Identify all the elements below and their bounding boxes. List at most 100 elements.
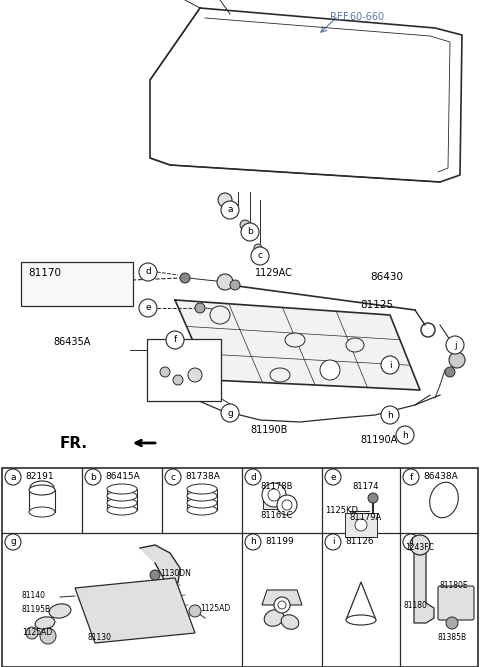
Text: 81126: 81126 bbox=[345, 537, 373, 546]
Text: a: a bbox=[10, 472, 16, 482]
Circle shape bbox=[221, 404, 239, 422]
Circle shape bbox=[240, 220, 250, 230]
Circle shape bbox=[230, 280, 240, 290]
Bar bbox=[29, 490, 55, 512]
Circle shape bbox=[445, 367, 455, 377]
Circle shape bbox=[241, 223, 259, 241]
Text: i: i bbox=[332, 538, 334, 546]
Ellipse shape bbox=[107, 505, 137, 515]
Text: 1125KD: 1125KD bbox=[325, 506, 358, 515]
Ellipse shape bbox=[187, 498, 217, 508]
Ellipse shape bbox=[187, 505, 217, 515]
Text: j: j bbox=[454, 340, 456, 350]
Text: 81385B: 81385B bbox=[437, 633, 466, 642]
Text: i: i bbox=[389, 360, 391, 370]
Circle shape bbox=[446, 336, 464, 354]
Circle shape bbox=[150, 570, 160, 580]
Ellipse shape bbox=[264, 610, 284, 626]
Text: 81199: 81199 bbox=[265, 537, 294, 546]
Text: 81190A: 81190A bbox=[360, 435, 397, 445]
Ellipse shape bbox=[281, 615, 299, 629]
Text: 1129AC: 1129AC bbox=[255, 268, 293, 278]
Circle shape bbox=[278, 601, 286, 609]
Polygon shape bbox=[262, 590, 302, 605]
Ellipse shape bbox=[107, 484, 137, 494]
Circle shape bbox=[85, 469, 101, 485]
Ellipse shape bbox=[35, 617, 55, 629]
Text: 81130: 81130 bbox=[88, 633, 112, 642]
Text: 86430: 86430 bbox=[370, 272, 403, 282]
Circle shape bbox=[403, 534, 419, 550]
Text: 81170: 81170 bbox=[28, 268, 61, 278]
Circle shape bbox=[221, 201, 239, 219]
Text: 81190B: 81190B bbox=[250, 425, 288, 435]
Text: g: g bbox=[10, 538, 16, 546]
Ellipse shape bbox=[210, 306, 230, 324]
Ellipse shape bbox=[430, 482, 458, 518]
Circle shape bbox=[217, 274, 233, 290]
Ellipse shape bbox=[107, 498, 137, 508]
Text: 1130DN: 1130DN bbox=[160, 569, 191, 578]
Ellipse shape bbox=[187, 491, 217, 501]
Circle shape bbox=[139, 299, 157, 317]
Text: a: a bbox=[227, 205, 233, 215]
Text: 1125AD: 1125AD bbox=[200, 604, 230, 613]
Text: b: b bbox=[247, 227, 253, 237]
Polygon shape bbox=[346, 582, 376, 620]
Text: j: j bbox=[410, 538, 412, 546]
Ellipse shape bbox=[270, 368, 290, 382]
Circle shape bbox=[355, 519, 367, 531]
FancyBboxPatch shape bbox=[345, 513, 377, 537]
Circle shape bbox=[446, 617, 458, 629]
Circle shape bbox=[254, 244, 262, 252]
Circle shape bbox=[40, 628, 56, 644]
Circle shape bbox=[274, 597, 290, 613]
Text: 81125: 81125 bbox=[360, 300, 393, 310]
Text: 86435A: 86435A bbox=[53, 337, 90, 347]
Circle shape bbox=[381, 356, 399, 374]
Text: 81140: 81140 bbox=[22, 591, 46, 600]
Text: FR.: FR. bbox=[60, 436, 88, 451]
Circle shape bbox=[180, 273, 190, 283]
Circle shape bbox=[410, 535, 430, 555]
Text: c: c bbox=[257, 251, 263, 261]
Text: 81180E: 81180E bbox=[440, 581, 468, 590]
FancyBboxPatch shape bbox=[21, 262, 133, 306]
Text: e: e bbox=[330, 472, 336, 482]
Circle shape bbox=[396, 426, 414, 444]
Circle shape bbox=[268, 489, 280, 501]
Circle shape bbox=[26, 627, 38, 639]
Circle shape bbox=[282, 500, 292, 510]
FancyBboxPatch shape bbox=[263, 493, 283, 509]
Ellipse shape bbox=[107, 491, 137, 501]
Circle shape bbox=[262, 483, 286, 507]
Text: 81180: 81180 bbox=[403, 601, 427, 610]
Circle shape bbox=[166, 331, 184, 349]
Text: 1243FC: 1243FC bbox=[405, 543, 434, 552]
Polygon shape bbox=[140, 545, 180, 583]
Text: 81738A: 81738A bbox=[185, 472, 220, 481]
Text: g: g bbox=[227, 408, 233, 418]
Circle shape bbox=[218, 193, 232, 207]
Ellipse shape bbox=[29, 507, 55, 517]
Circle shape bbox=[251, 247, 269, 265]
Circle shape bbox=[5, 469, 21, 485]
Text: h: h bbox=[402, 430, 408, 440]
Polygon shape bbox=[175, 300, 420, 390]
Text: d: d bbox=[145, 267, 151, 277]
Text: h: h bbox=[387, 410, 393, 420]
Circle shape bbox=[277, 495, 297, 515]
Ellipse shape bbox=[29, 485, 55, 495]
Text: 86438A: 86438A bbox=[423, 472, 458, 481]
Text: 86415A: 86415A bbox=[105, 472, 140, 481]
Text: 82191: 82191 bbox=[25, 472, 54, 481]
Ellipse shape bbox=[285, 333, 305, 347]
Polygon shape bbox=[150, 8, 462, 182]
Text: 81161C: 81161C bbox=[261, 511, 293, 520]
Polygon shape bbox=[75, 578, 195, 643]
Ellipse shape bbox=[187, 484, 217, 494]
Text: f: f bbox=[173, 336, 177, 344]
Ellipse shape bbox=[49, 604, 71, 618]
Text: 1125AD: 1125AD bbox=[22, 628, 52, 637]
Circle shape bbox=[195, 303, 205, 313]
